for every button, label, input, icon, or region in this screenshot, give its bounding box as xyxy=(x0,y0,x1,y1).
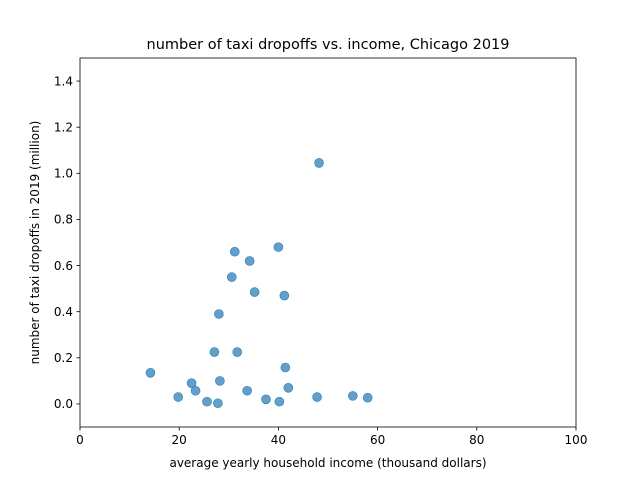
data-point xyxy=(232,347,243,357)
data-point xyxy=(347,391,358,401)
data-point xyxy=(261,394,271,405)
data-point xyxy=(145,368,156,378)
y-tick-label: 0.8 xyxy=(54,213,73,227)
chart-title: number of taxi dropoffs vs. income, Chic… xyxy=(147,37,510,53)
data-point xyxy=(173,392,184,402)
x-tick-label: 60 xyxy=(370,433,385,447)
data-point xyxy=(279,290,290,301)
data-point xyxy=(244,256,255,266)
data-point xyxy=(215,376,225,386)
x-axis: 0 20 40 60 80 100 xyxy=(76,427,587,447)
x-tick-label: 100 xyxy=(565,433,588,447)
data-point xyxy=(190,385,201,396)
x-axis-label: average yearly household income (thousan… xyxy=(169,456,486,470)
x-tick-label: 40 xyxy=(271,433,286,447)
data-point xyxy=(209,347,220,357)
data-point xyxy=(283,382,294,393)
data-point xyxy=(249,287,260,297)
data-point xyxy=(273,242,284,252)
data-point xyxy=(202,396,212,407)
data-point xyxy=(229,246,240,257)
y-axis: 0.0 0.2 0.4 0.6 0.8 1.0 1.2 1.4 xyxy=(54,74,80,411)
plot-frame xyxy=(79,57,577,428)
y-tick-label: 1.0 xyxy=(54,167,73,181)
y-tick-label: 0.0 xyxy=(54,397,73,411)
data-point xyxy=(314,158,324,168)
y-tick-label: 0.6 xyxy=(54,259,73,273)
x-tick-label: 80 xyxy=(469,433,484,447)
points-layer xyxy=(145,158,373,409)
y-tick-label: 1.4 xyxy=(54,74,73,88)
x-tick-label: 20 xyxy=(172,433,187,447)
data-point xyxy=(186,378,197,388)
y-axis-label: number of taxi dropoffs in 2019 (million… xyxy=(28,121,42,365)
data-point xyxy=(280,362,291,373)
y-tick-label: 0.4 xyxy=(54,305,73,319)
y-tick-label: 1.2 xyxy=(54,120,73,134)
data-point xyxy=(242,385,252,396)
data-point xyxy=(362,392,373,403)
data-point xyxy=(213,398,223,409)
x-tick-label: 0 xyxy=(76,433,84,447)
y-tick-label: 0.2 xyxy=(54,351,73,365)
data-point xyxy=(226,272,237,282)
data-point xyxy=(274,396,285,407)
data-point xyxy=(312,392,322,402)
data-point xyxy=(214,309,224,319)
